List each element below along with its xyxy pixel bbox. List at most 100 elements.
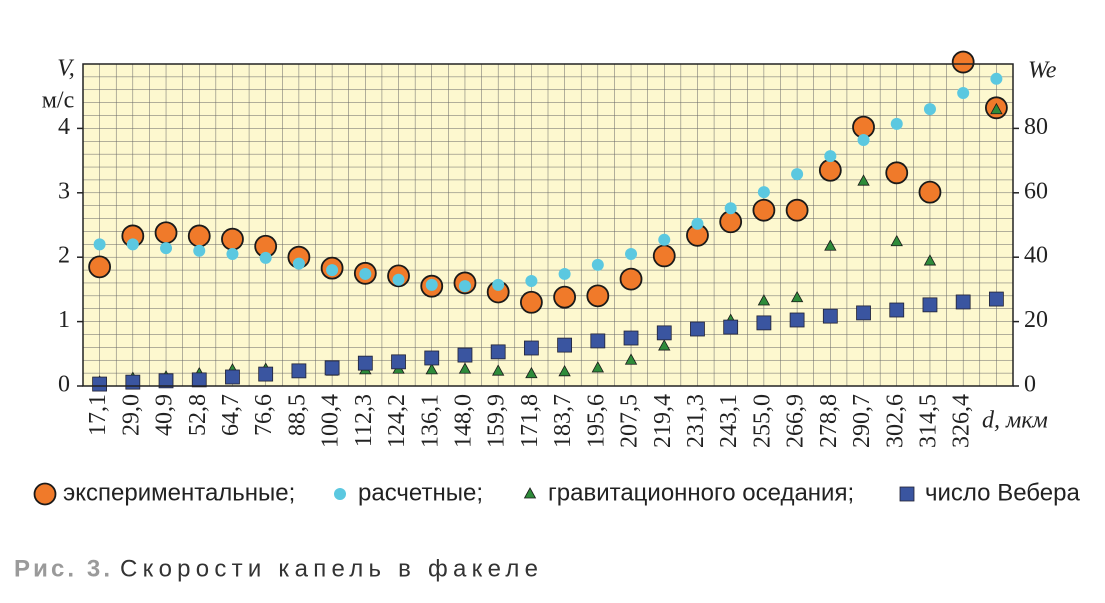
point: [724, 202, 737, 215]
x-tick-label: 76,6: [251, 394, 277, 436]
point: [221, 227, 244, 251]
point: [791, 168, 804, 181]
point: [391, 354, 406, 370]
y2-tick-label: 40: [1024, 243, 1048, 269]
point: [525, 366, 538, 379]
legend-label: число Вебера: [925, 479, 1080, 506]
point: [957, 86, 970, 99]
x-tick-label: 171,8: [517, 394, 543, 448]
point: [857, 174, 870, 186]
legend-label: расчетные;: [358, 479, 483, 506]
y-tick-label: 4: [58, 114, 70, 140]
point: [955, 294, 971, 310]
point: [558, 365, 571, 377]
x-tick-label: 17,1: [85, 394, 111, 436]
point: [591, 361, 604, 373]
point: [458, 280, 471, 293]
x-tick-label: 40,9: [152, 394, 178, 436]
point: [951, 50, 975, 74]
legend-marker: [899, 486, 915, 502]
point: [226, 247, 239, 260]
point: [586, 284, 610, 308]
legend-label: гравитационного оседания;: [548, 479, 854, 506]
point: [890, 117, 903, 130]
y-tick-label: 3: [58, 178, 70, 204]
x-tick-label: 278,8: [816, 394, 842, 448]
point: [990, 72, 1003, 85]
point: [126, 238, 139, 251]
point: [918, 180, 942, 204]
point: [490, 344, 506, 360]
point: [889, 302, 905, 318]
point: [425, 278, 438, 291]
point: [656, 325, 672, 341]
point: [525, 275, 538, 288]
x-tick-label: 219,4: [650, 394, 676, 448]
point: [756, 315, 772, 331]
y2-tick-label: 0: [1024, 372, 1036, 398]
point: [923, 254, 937, 266]
point: [857, 133, 870, 146]
point: [824, 239, 837, 251]
y-axis-unit: м/с: [42, 88, 75, 114]
point: [623, 330, 639, 346]
point: [625, 247, 638, 260]
point: [923, 103, 936, 116]
point: [723, 319, 739, 335]
point: [291, 363, 307, 379]
point: [492, 278, 505, 291]
point: [658, 339, 671, 351]
point: [818, 158, 842, 182]
x-tick-label: 183,7: [550, 394, 576, 448]
x-tick-label: 112,3: [351, 394, 377, 447]
x-tick-label: 64,7: [218, 394, 244, 436]
point: [324, 360, 340, 376]
x-tick-label: 148,0: [450, 394, 476, 448]
chart-title: Скорости капель в факеле: [120, 555, 538, 582]
x-tick-label: 124,2: [384, 394, 410, 448]
y2-tick-label: 80: [1024, 114, 1048, 140]
point: [856, 305, 871, 321]
y-axis-label: V,: [57, 56, 75, 82]
y-tick-label: 1: [58, 307, 70, 333]
point: [757, 294, 771, 306]
point: [392, 273, 405, 286]
point: [359, 267, 372, 280]
x-tick-label: 266,9: [783, 394, 809, 448]
point: [193, 244, 206, 257]
point: [652, 244, 676, 268]
point: [154, 221, 178, 245]
point: [757, 186, 770, 199]
y2-tick-label: 60: [1024, 178, 1048, 204]
point: [93, 238, 106, 251]
point: [259, 251, 272, 264]
x-axis-label: d, мкм: [982, 408, 1048, 434]
point: [624, 353, 638, 365]
point: [691, 217, 704, 230]
x-tick-label: 326,4: [949, 394, 975, 448]
x-tick-label: 195,6: [583, 394, 609, 448]
x-tick-label: 243,1: [716, 394, 742, 448]
marks: [88, 50, 1008, 392]
legend-marker: [33, 482, 57, 506]
point: [523, 340, 539, 356]
point: [885, 161, 909, 185]
point: [458, 362, 472, 374]
point: [990, 102, 1003, 115]
y2-axis-label: We: [1028, 58, 1057, 84]
point: [158, 373, 174, 389]
point: [719, 210, 743, 234]
point: [125, 374, 141, 390]
point: [326, 264, 339, 277]
point: [492, 364, 505, 376]
x-tick-label: 100,4: [318, 394, 344, 448]
point: [591, 258, 604, 271]
x-tick-label: 136,1: [417, 394, 443, 448]
point: [424, 350, 440, 366]
point: [824, 150, 837, 163]
point: [557, 337, 573, 353]
x-tick-label: 88,5: [284, 394, 310, 436]
point: [160, 242, 173, 255]
point: [690, 321, 705, 337]
